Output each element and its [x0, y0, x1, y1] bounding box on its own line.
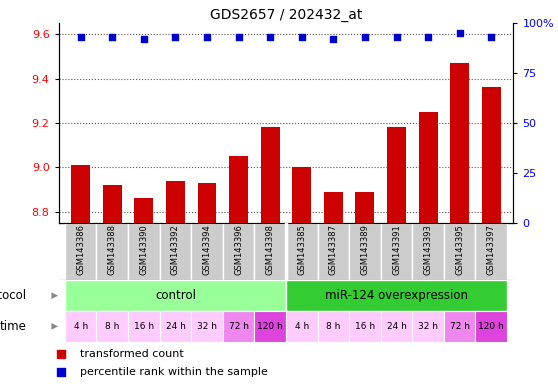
- Text: GSM143387: GSM143387: [329, 224, 338, 275]
- Point: [455, 30, 464, 36]
- Point: [487, 34, 496, 40]
- Point: [392, 34, 401, 40]
- Bar: [286, 280, 507, 311]
- Text: 16 h: 16 h: [355, 322, 375, 331]
- Point: [140, 36, 148, 42]
- Text: 24 h: 24 h: [166, 322, 185, 331]
- Bar: [475, 311, 507, 342]
- Point: [171, 34, 180, 40]
- Bar: [65, 280, 286, 311]
- Text: GSM143394: GSM143394: [203, 224, 211, 275]
- Text: GSM143388: GSM143388: [108, 224, 117, 275]
- Bar: [223, 223, 254, 280]
- Bar: [381, 223, 412, 280]
- Text: 120 h: 120 h: [257, 322, 283, 331]
- Text: GSM143390: GSM143390: [140, 224, 148, 275]
- Bar: [412, 223, 444, 280]
- Text: GSM143396: GSM143396: [234, 224, 243, 275]
- Point: [329, 36, 338, 42]
- Bar: [160, 311, 191, 342]
- Text: 32 h: 32 h: [418, 322, 438, 331]
- Title: GDS2657 / 202432_at: GDS2657 / 202432_at: [210, 8, 362, 22]
- Bar: [198, 183, 217, 223]
- Bar: [134, 198, 153, 223]
- Bar: [128, 223, 160, 280]
- Point: [57, 351, 66, 357]
- Text: 72 h: 72 h: [229, 322, 249, 331]
- Bar: [71, 165, 90, 223]
- Bar: [191, 223, 223, 280]
- Text: time: time: [0, 320, 27, 333]
- Text: GSM143392: GSM143392: [171, 224, 180, 275]
- Bar: [349, 311, 381, 342]
- Point: [360, 34, 369, 40]
- Bar: [324, 192, 343, 223]
- Bar: [229, 156, 248, 223]
- Bar: [318, 311, 349, 342]
- Bar: [65, 223, 97, 280]
- Text: control: control: [155, 289, 196, 302]
- Point: [297, 34, 306, 40]
- Text: GSM143389: GSM143389: [360, 224, 369, 275]
- Point: [57, 369, 66, 375]
- Bar: [444, 311, 475, 342]
- Text: 120 h: 120 h: [478, 322, 504, 331]
- Text: 4 h: 4 h: [295, 322, 309, 331]
- Text: transformed count: transformed count: [80, 349, 184, 359]
- Bar: [286, 311, 318, 342]
- Text: 32 h: 32 h: [197, 322, 217, 331]
- Text: 72 h: 72 h: [450, 322, 470, 331]
- Text: 16 h: 16 h: [134, 322, 154, 331]
- Point: [266, 34, 275, 40]
- Point: [424, 34, 432, 40]
- Text: GSM143397: GSM143397: [487, 224, 496, 275]
- Text: GSM143386: GSM143386: [76, 224, 85, 275]
- Text: miR-124 overexpression: miR-124 overexpression: [325, 289, 468, 302]
- Bar: [254, 223, 286, 280]
- Bar: [166, 180, 185, 223]
- Text: GSM143395: GSM143395: [455, 224, 464, 275]
- Text: 8 h: 8 h: [326, 322, 340, 331]
- Bar: [475, 223, 507, 280]
- Point: [234, 34, 243, 40]
- Text: percentile rank within the sample: percentile rank within the sample: [80, 366, 268, 377]
- Bar: [160, 223, 191, 280]
- Bar: [254, 311, 286, 342]
- Bar: [418, 112, 437, 223]
- Bar: [65, 311, 97, 342]
- Bar: [292, 167, 311, 223]
- Text: GSM143391: GSM143391: [392, 224, 401, 275]
- Bar: [103, 185, 122, 223]
- Bar: [318, 223, 349, 280]
- Bar: [97, 223, 128, 280]
- Point: [76, 34, 85, 40]
- Text: GSM143385: GSM143385: [297, 224, 306, 275]
- Bar: [97, 311, 128, 342]
- Point: [203, 34, 211, 40]
- Text: 24 h: 24 h: [387, 322, 406, 331]
- Bar: [450, 63, 469, 223]
- Text: 4 h: 4 h: [74, 322, 88, 331]
- Bar: [355, 192, 374, 223]
- Bar: [482, 88, 501, 223]
- Bar: [381, 311, 412, 342]
- Point: [108, 34, 117, 40]
- Bar: [412, 311, 444, 342]
- Bar: [286, 223, 318, 280]
- Bar: [444, 223, 475, 280]
- Bar: [191, 311, 223, 342]
- Bar: [349, 223, 381, 280]
- Bar: [387, 127, 406, 223]
- Bar: [128, 311, 160, 342]
- Text: GSM143393: GSM143393: [424, 224, 432, 275]
- Text: 8 h: 8 h: [105, 322, 119, 331]
- Text: protocol: protocol: [0, 289, 27, 302]
- Bar: [223, 311, 254, 342]
- Bar: [261, 127, 280, 223]
- Text: GSM143398: GSM143398: [266, 224, 275, 275]
